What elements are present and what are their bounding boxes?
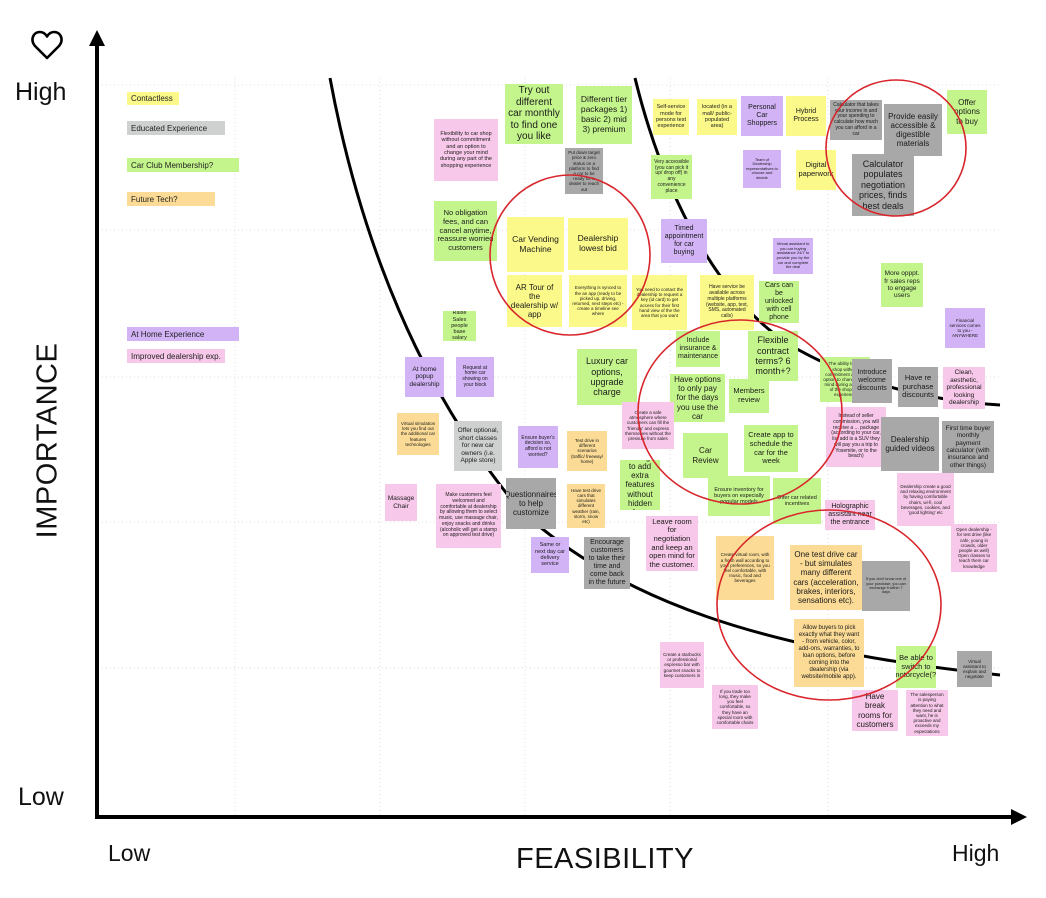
sticky-note: Calculator that takes your income in and…	[830, 100, 882, 140]
red-highlight-circle	[825, 79, 967, 217]
sticky-note: AR Tour of the dealership w/ app	[507, 275, 562, 327]
sticky-note: Try out different car monthly to find on…	[505, 84, 563, 144]
y-axis-low-label: Low	[18, 783, 64, 811]
x-axis-low-label: Low	[108, 840, 151, 866]
sticky-note: Test drive in different scenarios (traff…	[567, 431, 607, 471]
sticky-note: Car Review	[683, 433, 728, 478]
sticky-note: At home popup dealership	[405, 357, 444, 397]
sticky-note: Self-service mode for persons test exper…	[653, 99, 689, 135]
sticky-note: Virtual assistant to you car buying assi…	[773, 238, 813, 274]
sticky-note: Provide easily accessible & digestible m…	[884, 104, 942, 156]
sticky-note: Create a safe atmosphere where customers…	[622, 402, 674, 449]
sticky-note: Dealership guided videos	[881, 417, 939, 471]
sticky-note: Dealership create a good and relaxing en…	[897, 473, 954, 526]
sticky-note: Hybrid Process	[786, 96, 826, 136]
sticky-note: Have options to only pay for the days yo…	[670, 374, 725, 422]
sticky-note: Create app to schedule the car for the w…	[744, 425, 798, 472]
x-axis-title: FEASIBILITY	[516, 843, 694, 875]
legend-item: At Home Experience	[127, 327, 239, 341]
x-axis-high-label: High	[952, 840, 1000, 866]
y-axis-high-label: High	[15, 78, 67, 106]
sticky-note: If you don't know one of your purchase, …	[862, 561, 910, 611]
sticky-note: Clean, aesthetic, professional looking d…	[943, 367, 985, 409]
sticky-note: Team of Dealership representatives to ch…	[743, 150, 781, 188]
sticky-note: Dealership lowest bid	[568, 218, 628, 270]
sticky-note: Same or next day car delivery service	[531, 537, 569, 573]
sticky-note: Calculator populates negotiation prices,…	[852, 154, 914, 216]
legend-item: Future Tech?	[127, 192, 215, 206]
sticky-note: Luxury car options, upgrade charge	[577, 349, 637, 405]
sticky-note: Open dealership - for test drive (like c…	[951, 524, 997, 572]
sticky-note: Be able to switch to motorcycle(?)	[896, 646, 936, 688]
sticky-note: Make customers feel welcomed and comfort…	[436, 484, 501, 548]
sticky-note: Introduce welcome discounts	[852, 359, 892, 403]
sticky-note: Timed appointment for car buying	[661, 219, 707, 263]
sticky-note: Virtual simulation lets you find out the…	[397, 413, 439, 455]
sticky-note: located (in a mall/ public-populated are…	[697, 99, 737, 135]
sticky-note: Allow buyers to pick exactly what they w…	[794, 619, 864, 687]
sticky-note: Car Vending Machine	[507, 217, 564, 272]
sticky-note: Ensure buyer's decision so, afford is no…	[518, 426, 558, 468]
sticky-note: First time buyer monthly payment calcula…	[942, 421, 994, 473]
sticky-note: Massage Chair	[385, 484, 417, 521]
sticky-note: Ensure inventory for buyers on especiall…	[708, 476, 770, 516]
legend-item: Car Club Membership?	[127, 158, 239, 172]
sticky-note: Create a starbucks or professional espre…	[660, 642, 704, 688]
sticky-note: Have test drive cars that simulates diff…	[567, 484, 605, 528]
sticky-note: Have break rooms for customers	[852, 690, 898, 731]
sticky-note: Instead of seller commission, you will r…	[826, 407, 886, 467]
sticky-note: Cars can be unlocked with cell phone	[759, 281, 799, 323]
y-axis-arrowhead	[89, 30, 105, 46]
sticky-note: Questionnaires to help customize	[506, 478, 556, 529]
red-highlight-circle	[489, 174, 651, 336]
legend-item: Contactless	[127, 92, 179, 105]
sticky-note: Offer car related incentives	[773, 478, 821, 524]
sticky-note: Include insurance & maintenance	[676, 331, 720, 367]
legend-item: Improved dealership exp.	[127, 349, 225, 363]
sticky-note: Request at home car showing on your bloc…	[456, 357, 494, 397]
sticky-note: Raise Sales people base salary	[443, 311, 476, 341]
sticky-note: You need to contact the dealership to re…	[632, 275, 687, 330]
sticky-note: Very accessible (you can pick it up/ dro…	[651, 155, 692, 199]
sticky-note: Personal Car Shoppers	[741, 96, 783, 136]
sticky-note: Offer optional, short classes for new ca…	[454, 421, 502, 471]
sticky-note: Flexibility to car shop without commitme…	[434, 119, 498, 181]
sticky-note: The salesperson is paying attention to w…	[906, 690, 948, 736]
x-axis-arrowhead	[1011, 809, 1027, 825]
sticky-note: More opppt. fr sales reps to engage user…	[881, 263, 923, 307]
sticky-note: No obligation fees, and can cancel anyti…	[434, 201, 497, 261]
sticky-note: Savings to add extra features without hi…	[620, 460, 660, 510]
sticky-note: Everything is synced to the an app (read…	[569, 275, 627, 327]
heart-outline-icon	[30, 28, 64, 62]
sticky-note: Flexible contract terms? 6 month+?	[748, 331, 798, 381]
red-highlight-circle	[637, 319, 843, 505]
sticky-note: Have re purchase discounts	[898, 367, 938, 407]
sticky-note: Put down target price & zero status on a…	[565, 148, 603, 194]
sticky-note: If you trade too long, they make you fee…	[712, 685, 758, 729]
sticky-note: One test drive car - but simulates many …	[790, 545, 862, 610]
sticky-note: Members review	[729, 379, 769, 413]
sticky-note: Create virtual room, with a fresh wall a…	[716, 536, 774, 600]
sticky-note: Leave room for negotiation and keep an o…	[646, 516, 698, 571]
red-highlight-circle	[716, 509, 942, 701]
sticky-note: Digital paperwork	[796, 150, 836, 190]
sticky-note: Offer options to buy	[947, 90, 987, 134]
sticky-note: Virtual assistant to explain and negotia…	[957, 651, 992, 687]
sticky-note: Different tier packages 1) basic 2) mid …	[576, 86, 632, 144]
sticky-note: Financial services comes to you - ANYWHE…	[945, 308, 985, 348]
sticky-note: Encourage customers to take their time a…	[584, 537, 630, 589]
legend-item: Educated Experience	[127, 121, 225, 135]
